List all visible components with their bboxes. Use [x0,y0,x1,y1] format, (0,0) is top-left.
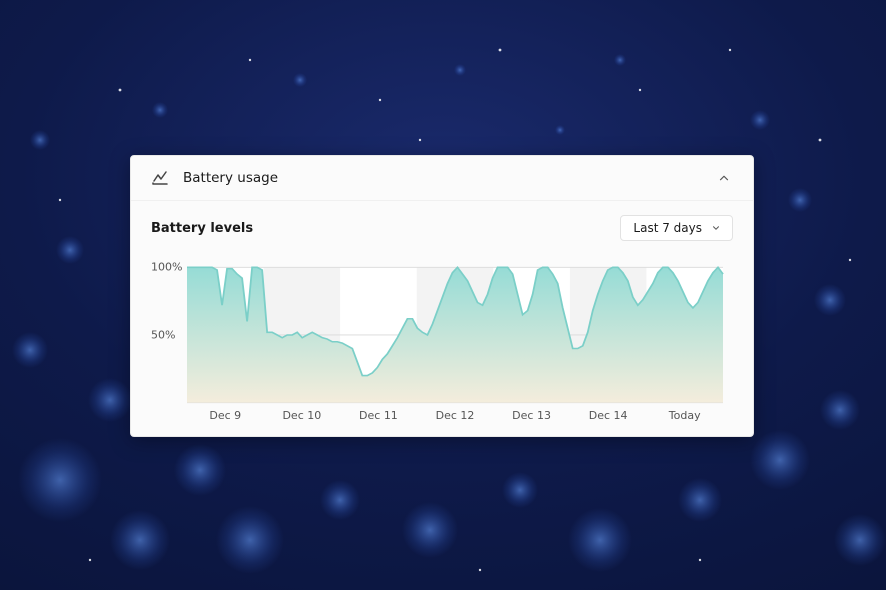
chevron-down-icon [710,222,722,234]
time-range-dropdown[interactable]: Last 7 days [620,215,733,241]
y-axis-label: 50% [151,328,175,341]
panel-title: Battery usage [183,170,278,186]
x-axis-label: Dec 10 [282,409,321,422]
battery-usage-panel: Battery usage Battery levels Last 7 days [130,155,754,437]
line-chart-icon [151,169,169,187]
section-title: Battery levels [151,221,253,236]
x-axis-label: Today [669,409,701,422]
y-axis-label: 100% [151,261,182,274]
x-axis-label: Dec 14 [589,409,628,422]
x-axis-label: Dec 13 [512,409,551,422]
battery-levels-chart: 100% 50% Dec 9 Dec 10 Dec 11 Dec 12 Dec 13 Dec … [131,247,753,436]
x-axis-label: Dec 9 [209,409,241,422]
dropdown-selected-label: Last 7 days [633,221,702,235]
panel-header[interactable]: Battery usage [131,156,753,201]
x-axis-label: Dec 11 [359,409,398,422]
x-axis-label: Dec 12 [436,409,475,422]
section-bar: Battery levels Last 7 days [131,201,753,247]
chevron-up-icon [715,169,733,187]
